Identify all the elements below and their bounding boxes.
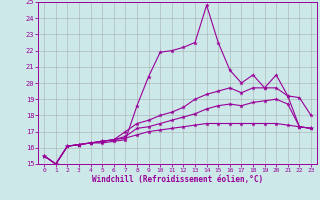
X-axis label: Windchill (Refroidissement éolien,°C): Windchill (Refroidissement éolien,°C): [92, 175, 263, 184]
